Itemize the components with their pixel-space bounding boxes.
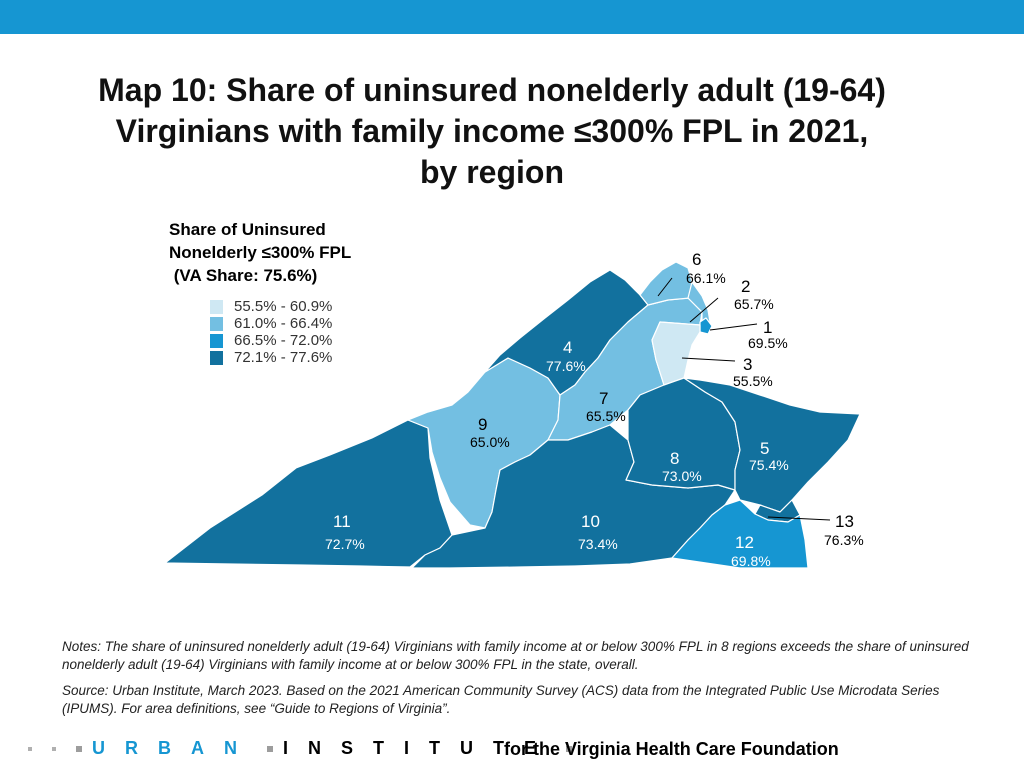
region-3-value: 55.5% xyxy=(733,373,773,389)
region-8-value: 73.0% xyxy=(662,468,702,484)
region-13-id: 13 xyxy=(835,512,854,531)
legend-label: 55.5% - 60.9% xyxy=(234,298,333,315)
region-7-id: 7 xyxy=(599,389,608,408)
region-1-id: 1 xyxy=(763,318,772,337)
region-9-value: 65.0% xyxy=(470,434,510,450)
region-8-id: 8 xyxy=(670,449,679,468)
title-line: by region xyxy=(419,154,564,190)
legend-title-line: (VA Share: 75.6%) xyxy=(169,266,318,285)
region-6-shape xyxy=(639,261,693,306)
region-6-value: 66.1% xyxy=(686,270,726,286)
region-4-id: 4 xyxy=(563,338,572,357)
legend-label: 66.5% - 72.0% xyxy=(234,332,333,349)
legend-title: Share of Uninsured Nonelderly ≤300% FPL … xyxy=(169,218,351,287)
logo-dot xyxy=(566,745,572,752)
region-3-id: 3 xyxy=(743,355,752,374)
region-11-value: 72.7% xyxy=(325,536,365,552)
region-11-id: 11 xyxy=(333,512,351,531)
logo-dot xyxy=(52,746,56,751)
region-10-id: 10 xyxy=(581,512,600,531)
title-line: Map 10: Share of uninsured nonelderly ad… xyxy=(98,72,886,108)
leader-line-13 xyxy=(767,516,831,521)
region-10-value: 73.4% xyxy=(578,536,618,552)
region-6-id: 6 xyxy=(692,250,701,269)
leader-lines xyxy=(657,277,831,521)
region-5-id: 5 xyxy=(760,439,769,458)
region-2-shape xyxy=(687,281,711,327)
logo-dot xyxy=(267,745,273,752)
region-3-shape xyxy=(651,321,701,386)
region-13-value: 76.3% xyxy=(824,532,864,548)
source-text: Source: Urban Institute, March 2023. Bas… xyxy=(62,683,940,716)
logo-dot xyxy=(76,745,82,752)
region-12-id: 12 xyxy=(735,533,754,552)
region-11-shape xyxy=(164,419,453,568)
logo-word-urban: URBAN xyxy=(92,738,257,758)
legend-swatch xyxy=(210,299,223,314)
logo-dot xyxy=(28,746,32,751)
page-title: Map 10: Share of uninsured nonelderly ad… xyxy=(40,70,944,193)
legend-swatch xyxy=(210,350,223,365)
leader-line-3 xyxy=(681,357,736,362)
region-12-value: 69.8% xyxy=(731,553,771,569)
legend-label: 72.1% - 77.6% xyxy=(234,349,333,366)
notes-text: Notes: The share of uninsured nonelderly… xyxy=(62,639,969,672)
region-2-value: 65.7% xyxy=(734,296,774,312)
logo-word-institute: INSTITUTE xyxy=(283,738,556,758)
region-12-shape xyxy=(671,499,809,569)
legend-item: 55.5% - 60.9% xyxy=(210,298,332,315)
legend-item: 66.5% - 72.0% xyxy=(210,332,332,349)
legend-swatch xyxy=(210,316,223,331)
legend-item: 61.0% - 66.4% xyxy=(210,315,332,332)
leader-line-1 xyxy=(709,323,758,331)
region-5-value: 75.4% xyxy=(749,457,789,473)
legend-item: 72.1% - 77.6% xyxy=(210,349,332,366)
leader-line-6 xyxy=(657,277,673,297)
legend-title-line: Share of Uninsured xyxy=(169,220,326,239)
region-labels: 6 66.1% 2 65.7% 1 69.5% 3 55.5% 4 77.6% … xyxy=(325,250,864,569)
footer-credit: for the Virginia Health Care Foundation xyxy=(504,739,839,759)
region-1-value: 69.5% xyxy=(748,335,788,351)
region-9-id: 9 xyxy=(478,415,487,434)
top-bar xyxy=(0,0,1024,34)
region-4-value: 77.6% xyxy=(546,358,586,374)
title-line: Virginians with family income ≤300% FPL … xyxy=(115,113,869,149)
legend-title-line: Nonelderly ≤300% FPL xyxy=(169,243,352,262)
leader-line-2 xyxy=(689,297,719,323)
legend-swatch xyxy=(210,333,223,348)
region-2-id: 2 xyxy=(741,277,750,296)
map-legend: 55.5% - 60.9% 61.0% - 66.4% 66.5% - 72.0… xyxy=(210,298,332,366)
urban-institute-logo: URBAN INSTITUTE xyxy=(18,738,582,759)
region-7-value: 65.5% xyxy=(586,408,626,424)
legend-label: 61.0% - 66.4% xyxy=(234,315,333,332)
notes-section: Notes: The share of uninsured nonelderly… xyxy=(62,638,982,726)
